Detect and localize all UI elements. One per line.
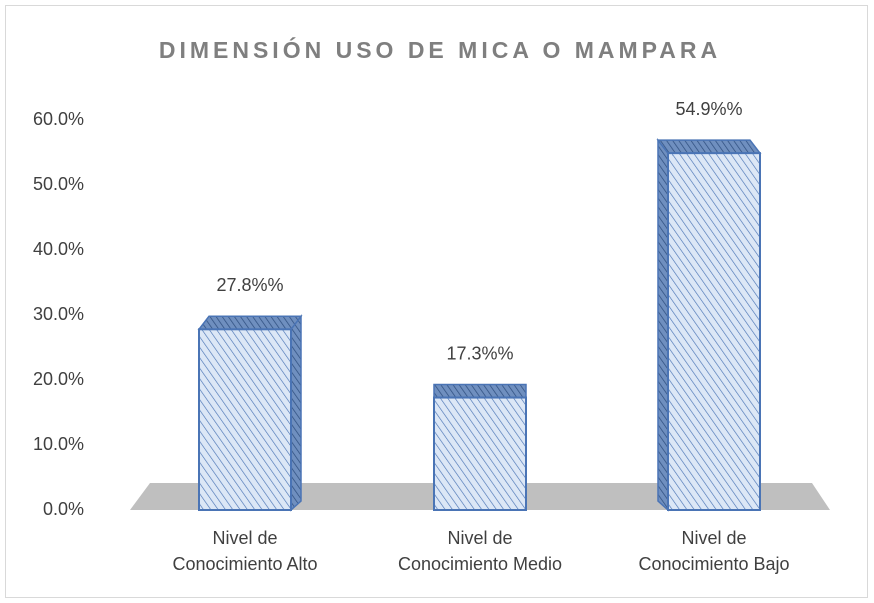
chart-title: DIMENSIÓN USO DE MICA O MAMPARA [159, 36, 721, 63]
bar-side [657, 137, 669, 512]
bar-top [433, 383, 527, 399]
x-tick-label: Nivel de Conocimiento Medio [397, 528, 563, 574]
bar-side [290, 314, 302, 512]
y-tick-label: 30.0% [33, 304, 84, 324]
bar [433, 396, 527, 511]
y-tick-label: 60.0% [33, 109, 84, 129]
value-label: 17.3%% [446, 343, 513, 363]
value-label: 27.8%% [216, 275, 283, 295]
x-tick-label: Nivel de Conocimiento Bajo [638, 528, 790, 574]
y-tick-label: 10.0% [33, 434, 84, 454]
bar-top [656, 139, 762, 154]
y-tick-label: 0.0% [43, 499, 84, 519]
y-tick-label: 50.0% [33, 174, 84, 194]
bar [667, 152, 761, 511]
bar [198, 328, 292, 511]
value-label: 54.9%% [675, 99, 742, 119]
y-tick-label: 20.0% [33, 369, 84, 389]
y-tick-label: 40.0% [33, 239, 84, 259]
x-tick-label: Nivel de Conocimiento Alto [172, 528, 318, 574]
bar-top [197, 315, 303, 331]
